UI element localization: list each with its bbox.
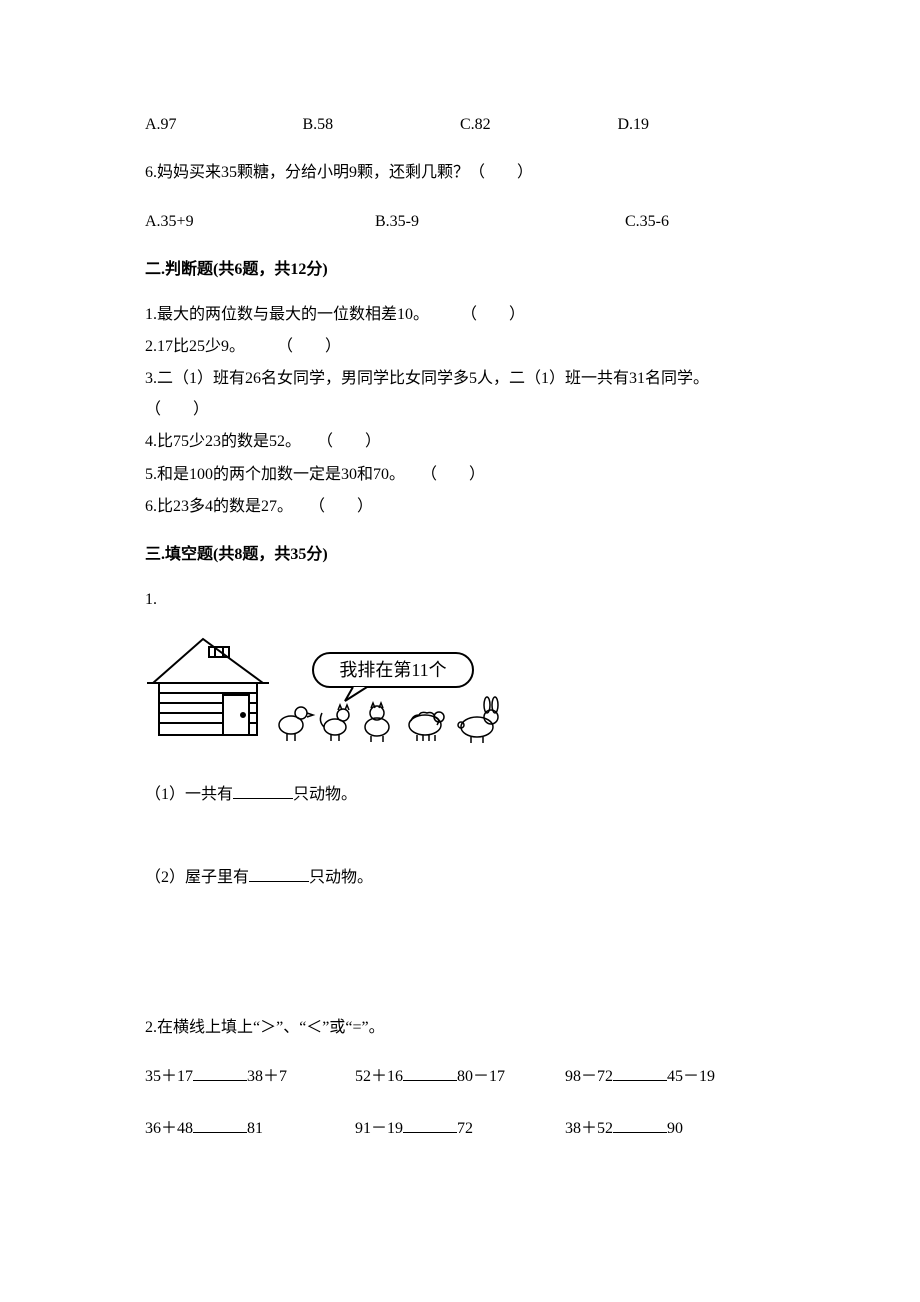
q5-optD: D.19 xyxy=(618,110,776,140)
fill-q1-sub2-pre: （2）屋子里有 xyxy=(145,869,249,886)
fill-q2-row2: 36＋48 81 91－19 72 38＋52 90 xyxy=(145,1114,775,1144)
compare-left: 91－19 xyxy=(355,1120,403,1137)
compare-right: 80－17 xyxy=(457,1068,505,1085)
compare-right: 38＋7 xyxy=(247,1068,287,1085)
fill-blank xyxy=(193,1064,247,1081)
fill-q1-sub1: （1）一共有 只动物。 xyxy=(145,780,775,810)
q6-optA: A.35+9 xyxy=(145,207,375,237)
compare-left: 38＋52 xyxy=(565,1120,613,1137)
fill-blank xyxy=(403,1064,457,1081)
fill-blank xyxy=(403,1116,457,1133)
fill-q1-sub1-pre: （1）一共有 xyxy=(145,786,233,803)
judge-item-2: 2.17比25少9。 （ ） xyxy=(145,332,775,362)
judge-item-6: 6.比23多4的数是27。 （ ） xyxy=(145,492,775,522)
fill-blank xyxy=(233,782,293,799)
compare-left: 36＋48 xyxy=(145,1120,193,1137)
judge-item-1: 1.最大的两位数与最大的一位数相差10。 （ ） xyxy=(145,300,775,330)
compare-cell: 36＋48 81 xyxy=(145,1114,355,1144)
compare-right: 81 xyxy=(247,1120,263,1137)
fill-q2-stem: 2.在横线上填上“＞”、“＜”或“=”。 xyxy=(145,1013,775,1043)
fill-q1-sub2: （2）屋子里有 只动物。 xyxy=(145,863,775,893)
animals-illustration: 我排在第11个 xyxy=(145,625,775,754)
fill-q1-sub1-post: 只动物。 xyxy=(293,786,357,803)
q5-options: A.97 B.58 C.82 D.19 xyxy=(145,110,775,140)
fill-blank xyxy=(613,1116,667,1133)
speech-bubble-text: 我排在第11个 xyxy=(339,660,446,680)
compare-cell: 91－19 72 xyxy=(355,1114,565,1144)
section3-title: 三.填空题(共8题，共35分) xyxy=(145,540,775,570)
q5-optA: A.97 xyxy=(145,110,303,140)
compare-left: 98－72 xyxy=(565,1068,613,1085)
q6-options: A.35+9 B.35-9 C.35-6 xyxy=(145,207,775,237)
compare-right: 72 xyxy=(457,1120,473,1137)
fill-q1-sub2-post: 只动物。 xyxy=(309,869,373,886)
fill-blank xyxy=(193,1116,247,1133)
compare-left: 35＋17 xyxy=(145,1068,193,1085)
compare-right: 90 xyxy=(667,1120,683,1137)
compare-right: 45－19 xyxy=(667,1068,715,1085)
q6-stem: 6.妈妈买来35颗糖，分给小明9颗，还剩几颗？（ ） xyxy=(145,158,775,188)
fill-q1-num: 1. xyxy=(145,585,775,615)
fill-blank xyxy=(613,1064,667,1081)
q6-optB: B.35-9 xyxy=(375,207,625,237)
compare-left: 52＋16 xyxy=(355,1068,403,1085)
compare-cell: 35＋17 38＋7 xyxy=(145,1062,355,1092)
q6-optC: C.35-6 xyxy=(625,207,755,237)
q5-optB: B.58 xyxy=(303,110,461,140)
fill-blank xyxy=(249,865,309,882)
compare-cell: 98－72 45－19 xyxy=(565,1062,775,1092)
compare-cell: 38＋52 90 xyxy=(565,1114,775,1144)
fill-q2-row1: 35＋17 38＋7 52＋16 80－17 98－72 45－19 xyxy=(145,1062,775,1092)
compare-cell: 52＋16 80－17 xyxy=(355,1062,565,1092)
page: A.97 B.58 C.82 D.19 6.妈妈买来35颗糖，分给小明9颗，还剩… xyxy=(0,0,920,1302)
q5-optC: C.82 xyxy=(460,110,618,140)
judge-item-3: 3.二（1）班有26名女同学，男同学比女同学多5人，二（1）班一共有31名同学。… xyxy=(145,364,775,425)
judge-item-4: 4.比75少23的数是52。 （ ） xyxy=(145,427,775,457)
section2-title: 二.判断题(共6题，共12分) xyxy=(145,255,775,285)
judge-item-5: 5.和是100的两个加数一定是30和70。 （ ） xyxy=(145,460,775,490)
